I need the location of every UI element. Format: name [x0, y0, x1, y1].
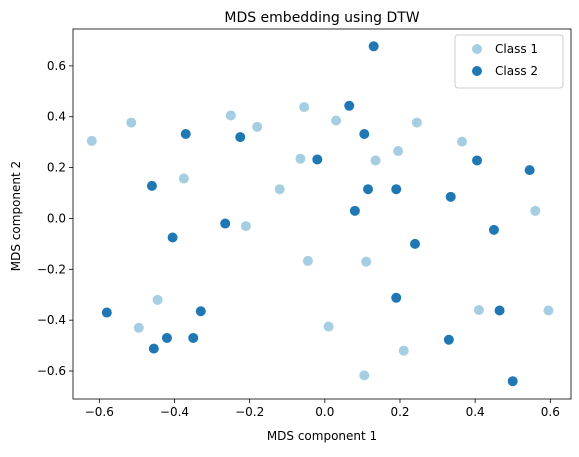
- data-point-series-1-8: [295, 153, 306, 164]
- data-point-series-2-8: [524, 165, 535, 176]
- axes: −0.6 −0.4 −0.2 0.0 0.2 0.4 0.6 −0.6 −0.4 −0.2 0.0 0…: [37, 28, 572, 419]
- legend: Class 1 Class 2: [454, 34, 564, 89]
- x-axis-label: MDS component 1: [267, 429, 377, 443]
- data-point-series-2-18: [391, 292, 402, 303]
- data-point-series-1-6: [331, 115, 342, 126]
- data-point-series-2-12: [445, 191, 456, 202]
- data-point-series-2-23: [188, 332, 199, 343]
- legend-box: [454, 34, 564, 89]
- data-point-series-2-4: [359, 129, 370, 140]
- data-point-series-1-12: [178, 173, 189, 184]
- data-point-series-1-10: [393, 146, 404, 157]
- legend-label-series-2: Class 2: [495, 64, 538, 78]
- data-point-series-2-17: [410, 238, 421, 249]
- data-point-series-2-9: [146, 180, 157, 191]
- data-point-series-1-11: [457, 136, 467, 147]
- x-tick-label: 0.4: [466, 405, 485, 419]
- legend-label-series-1: Class 1: [495, 42, 538, 56]
- data-point-series-1-23: [398, 345, 409, 356]
- data-point-series-1-13: [274, 184, 285, 195]
- data-point-series-2-20: [494, 305, 505, 316]
- data-point-series-1-22: [543, 305, 554, 316]
- data-point-series-2-19: [195, 306, 206, 317]
- data-point-series-2-21: [101, 307, 112, 318]
- data-point-series-2-1: [368, 41, 379, 52]
- data-point-series-2-16: [167, 232, 178, 243]
- plot-frame: [72, 28, 572, 400]
- y-tick-label: −0.2: [37, 262, 66, 276]
- data-point-series-2-26: [507, 376, 518, 387]
- x-tick-label: 0.6: [541, 405, 560, 419]
- data-point-series-1-3: [225, 110, 236, 121]
- data-point-series-1-24: [359, 370, 370, 381]
- x-tick-label: 0.2: [390, 405, 409, 419]
- data-point-series-1-17: [361, 256, 372, 267]
- data-point-series-2-22: [161, 332, 172, 343]
- data-point-series-2-11: [391, 184, 402, 195]
- data-point-series-2-25: [443, 334, 454, 345]
- data-point-series-1-16: [302, 255, 313, 266]
- y-tick-label: −0.4: [37, 313, 66, 327]
- data-point-series-1-20: [323, 321, 334, 332]
- y-tick-label: −0.6: [37, 364, 66, 378]
- data-point-series-1-21: [473, 305, 484, 315]
- y-tick-label: 0.6: [47, 59, 66, 73]
- data-point-series-2-7: [472, 155, 483, 166]
- x-tick-label: −0.6: [85, 405, 114, 419]
- y-tick-label: 0.0: [47, 211, 66, 225]
- x-tick-label: 0.0: [315, 405, 334, 419]
- data-point-series-1-1: [86, 135, 97, 146]
- y-tick-label: 0.4: [47, 110, 66, 124]
- data-point-series-2-2: [344, 100, 355, 111]
- data-point-series-2-10: [363, 184, 374, 195]
- data-point-series-1-15: [530, 205, 541, 216]
- data-point-series-1-7: [411, 117, 422, 128]
- x-tick-label: −0.2: [235, 405, 264, 419]
- data-point-series-1-9: [370, 155, 381, 166]
- legend-marker-series-1: [472, 44, 482, 54]
- y-tick-label: 0.2: [47, 161, 66, 175]
- plot-area: [86, 41, 554, 387]
- data-point-series-1-19: [133, 322, 144, 333]
- data-point-series-1-14: [240, 221, 251, 232]
- data-point-series-2-15: [488, 224, 499, 235]
- data-point-series-1-4: [252, 121, 263, 132]
- data-point-series-1-5: [299, 102, 310, 113]
- data-point-series-1-2: [126, 117, 137, 128]
- y-axis-label: MDS component 2: [9, 161, 23, 271]
- data-point-series-2-24: [148, 343, 159, 354]
- data-point-series-2-6: [312, 154, 323, 165]
- data-point-series-2-5: [235, 132, 246, 143]
- x-tick-label: −0.4: [160, 405, 189, 419]
- chart-title: MDS embedding using DTW: [224, 10, 419, 26]
- legend-marker-series-2: [472, 66, 482, 76]
- data-point-series-2-3: [180, 129, 191, 140]
- data-point-series-2-13: [349, 205, 360, 216]
- data-point-series-1-18: [152, 294, 163, 305]
- data-point-series-2-14: [220, 218, 231, 229]
